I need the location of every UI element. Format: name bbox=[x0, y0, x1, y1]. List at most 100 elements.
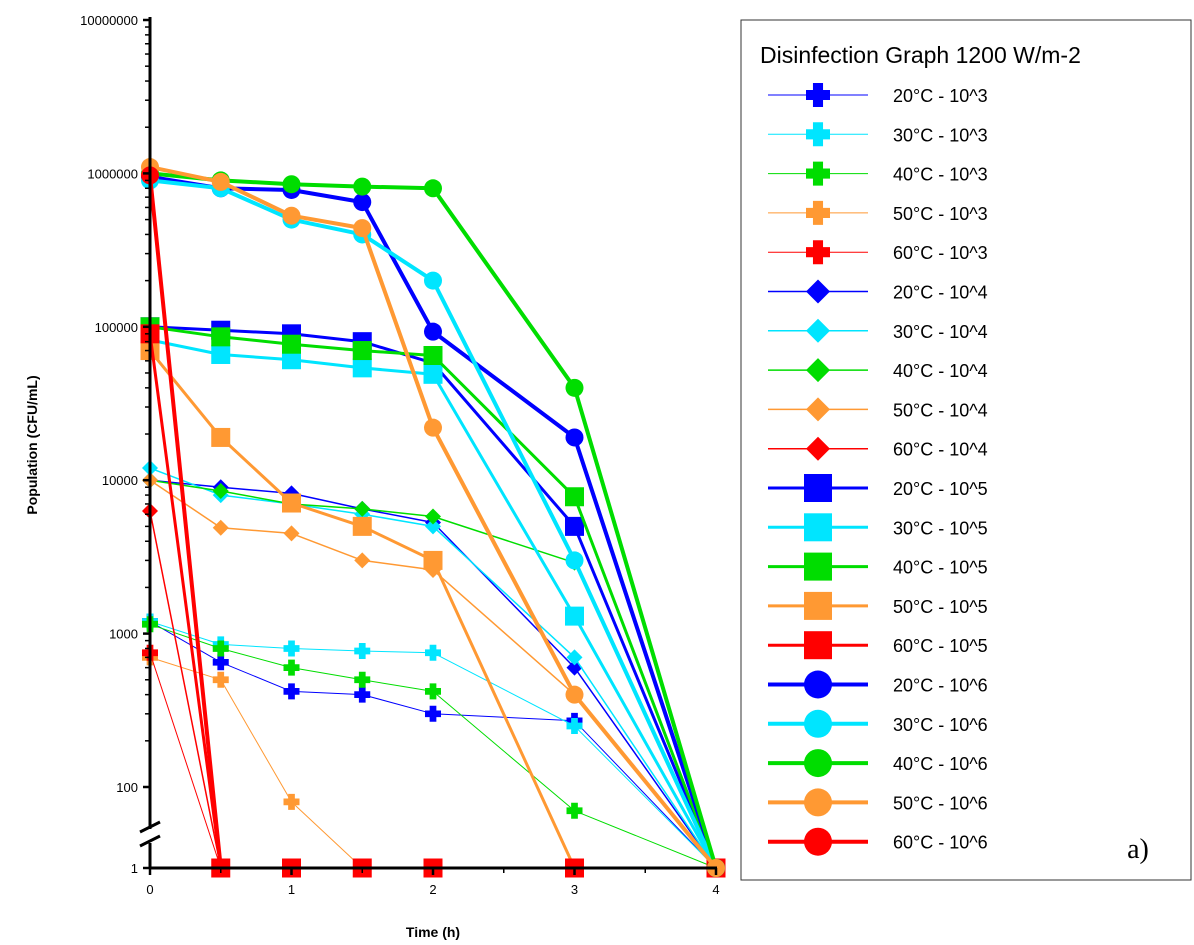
series-12 bbox=[140, 317, 726, 878]
legend-entry: 60°C - 10^4 bbox=[768, 436, 988, 461]
legend-marker bbox=[804, 474, 832, 502]
data-point bbox=[283, 793, 300, 810]
legend-entry: 20°C - 10^3 bbox=[768, 83, 988, 107]
data-point bbox=[565, 428, 584, 447]
legend-entry: 30°C - 10^3 bbox=[768, 122, 988, 147]
series-1 bbox=[142, 613, 724, 876]
legend-label: 20°C - 10^4 bbox=[893, 283, 988, 303]
series-line bbox=[149, 510, 222, 869]
axis-break-mark bbox=[139, 820, 161, 834]
data-point bbox=[424, 418, 442, 437]
data-point bbox=[565, 516, 584, 536]
legend-label: 30°C - 10^4 bbox=[893, 322, 988, 342]
data-point bbox=[211, 427, 231, 447]
legend-label: 30°C - 10^3 bbox=[893, 125, 988, 145]
data-point bbox=[423, 345, 443, 365]
data-point bbox=[354, 686, 371, 703]
data-point bbox=[424, 179, 442, 198]
data-point bbox=[282, 175, 301, 194]
data-point bbox=[566, 649, 583, 666]
legend-entry: 60°C - 10^6 bbox=[768, 827, 988, 856]
data-point bbox=[211, 344, 231, 364]
data-point bbox=[352, 516, 372, 536]
legend-entry: 40°C - 10^3 bbox=[768, 161, 988, 186]
y-axis-title: Population (CFU/mL) bbox=[24, 375, 40, 514]
data-point bbox=[566, 802, 583, 819]
x-tick-label: 2 bbox=[429, 882, 436, 897]
series-19 bbox=[141, 166, 230, 877]
legend-label: 40°C - 10^6 bbox=[893, 754, 988, 774]
legend-marker bbox=[804, 827, 832, 856]
legend-marker bbox=[804, 788, 832, 817]
legend-label: 50°C - 10^6 bbox=[893, 793, 988, 813]
legend-label: 40°C - 10^3 bbox=[893, 165, 988, 185]
data-point bbox=[425, 508, 441, 525]
data-point bbox=[354, 643, 371, 660]
legend-marker bbox=[804, 591, 832, 620]
x-tick-label: 0 bbox=[146, 882, 153, 897]
legend-entry: 30°C - 10^6 bbox=[768, 709, 988, 738]
legend-label: 60°C - 10^4 bbox=[893, 440, 988, 460]
data-point bbox=[353, 219, 372, 238]
legend-marker bbox=[806, 161, 831, 186]
data-point bbox=[425, 705, 442, 722]
series-line bbox=[149, 479, 717, 869]
y-tick-label: 100000 bbox=[95, 320, 138, 335]
legend-entry: 30°C - 10^4 bbox=[768, 318, 988, 343]
data-point bbox=[283, 683, 300, 700]
axis-break-mark bbox=[139, 834, 161, 848]
series-line bbox=[148, 333, 716, 870]
data-point bbox=[212, 671, 229, 688]
y-tick-label: 100 bbox=[116, 780, 138, 795]
legend-marker bbox=[806, 122, 831, 147]
legend-label: 50°C - 10^5 bbox=[893, 597, 988, 617]
data-point bbox=[212, 519, 229, 536]
data-point bbox=[211, 327, 231, 347]
legend-label: 20°C - 10^5 bbox=[893, 479, 988, 499]
legend-marker bbox=[806, 200, 831, 225]
legend-label: 60°C - 10^5 bbox=[893, 636, 988, 656]
data-point bbox=[424, 271, 442, 290]
legend-marker bbox=[806, 279, 830, 304]
legend-label: 60°C - 10^6 bbox=[893, 833, 988, 853]
legend-marker bbox=[804, 513, 832, 542]
series-13 bbox=[140, 341, 584, 878]
data-point bbox=[353, 177, 372, 196]
y-tick-label: 10000 bbox=[102, 473, 138, 488]
legend-marker bbox=[806, 436, 830, 461]
series-line bbox=[149, 479, 717, 869]
data-point bbox=[565, 606, 584, 626]
data-point bbox=[282, 350, 301, 370]
data-point bbox=[565, 551, 584, 570]
data-point bbox=[425, 518, 441, 535]
data-point bbox=[423, 364, 443, 384]
legend-label: 60°C - 10^3 bbox=[893, 243, 988, 263]
legend-entry: 40°C - 10^6 bbox=[768, 749, 988, 778]
legend-label: 30°C - 10^6 bbox=[893, 715, 988, 735]
data-point bbox=[424, 322, 442, 341]
data-point bbox=[283, 659, 300, 676]
data-point bbox=[282, 334, 301, 354]
legend-entry: 30°C - 10^5 bbox=[768, 513, 988, 542]
data-point bbox=[425, 644, 442, 661]
x-tick-label: 1 bbox=[288, 882, 295, 897]
legend-marker bbox=[804, 631, 832, 660]
legend-marker bbox=[806, 358, 830, 383]
legend-marker bbox=[804, 709, 832, 738]
legend-entry: 50°C - 10^6 bbox=[768, 788, 988, 817]
legend-entry: 20°C - 10^5 bbox=[768, 474, 988, 502]
series-line bbox=[148, 175, 223, 869]
y-tick-label: 1 bbox=[131, 861, 138, 876]
data-point bbox=[425, 683, 442, 700]
series-3 bbox=[142, 649, 371, 876]
data-point bbox=[352, 358, 372, 378]
legend-entry: 40°C - 10^4 bbox=[768, 358, 988, 383]
data-point bbox=[565, 378, 584, 397]
legend-label: 50°C - 10^3 bbox=[893, 204, 988, 224]
series-line bbox=[149, 325, 718, 869]
data-point bbox=[354, 552, 371, 569]
data-point bbox=[212, 654, 229, 671]
data-point bbox=[283, 525, 300, 542]
legend-label: 50°C - 10^4 bbox=[893, 400, 988, 420]
